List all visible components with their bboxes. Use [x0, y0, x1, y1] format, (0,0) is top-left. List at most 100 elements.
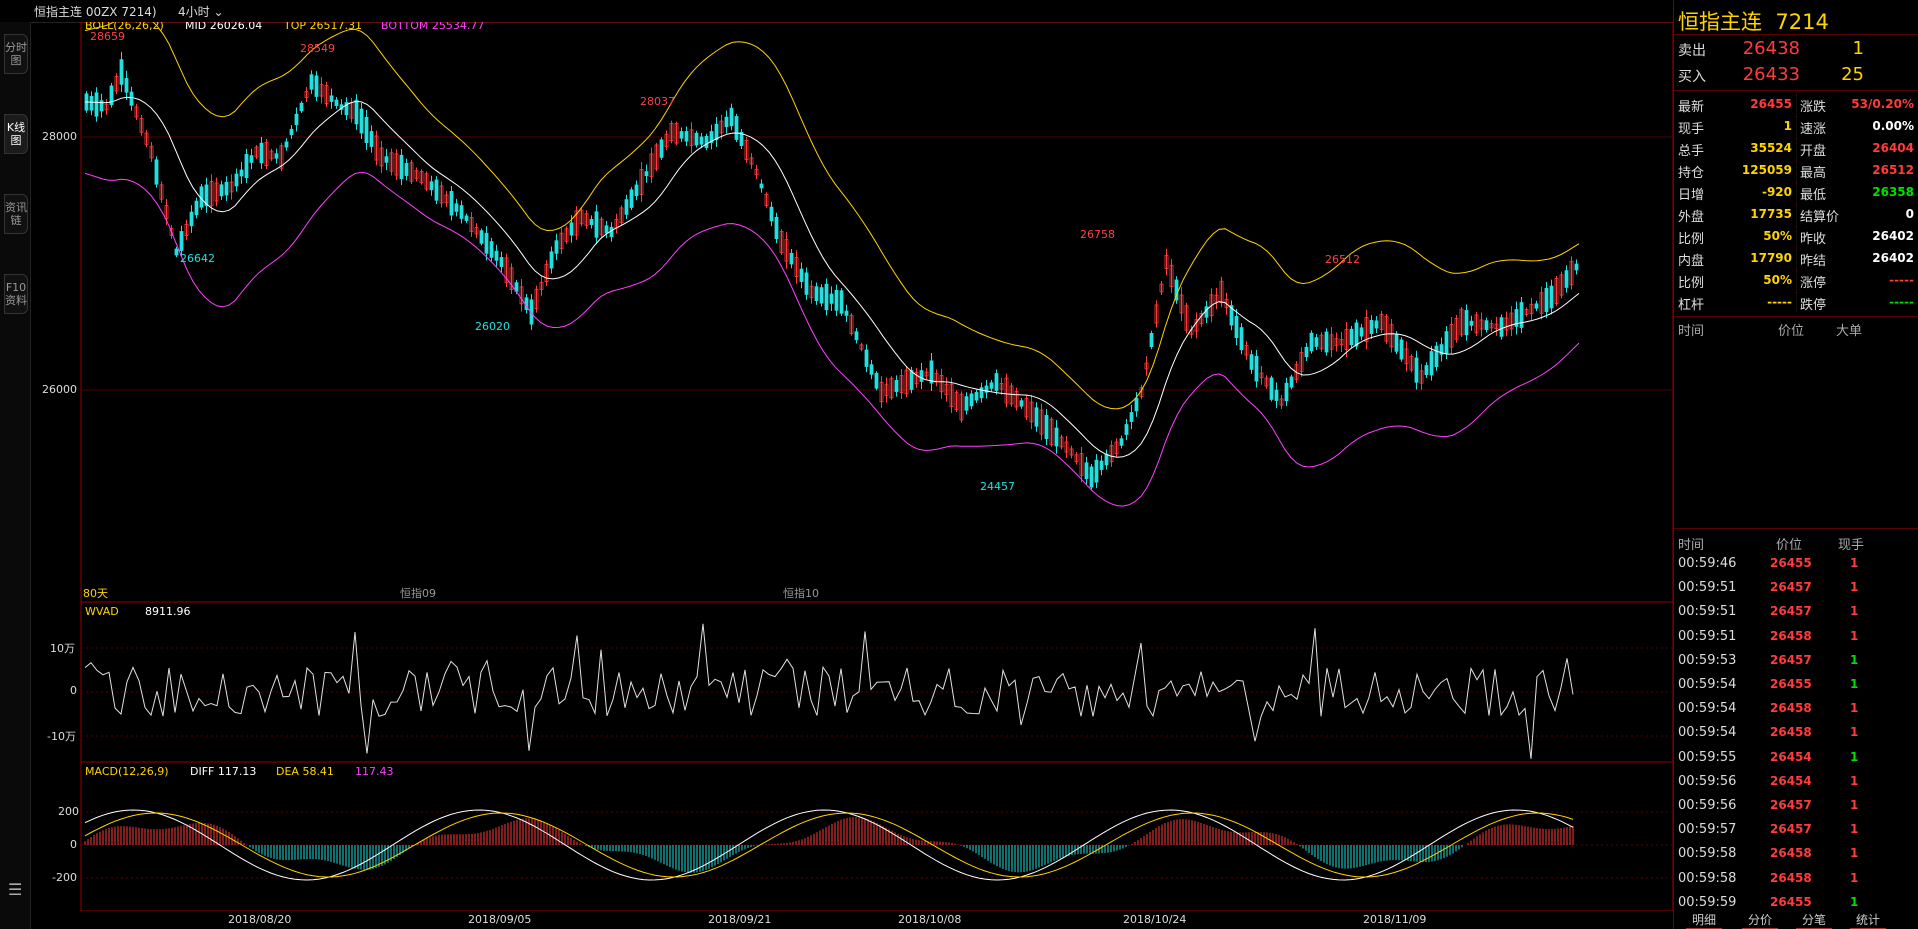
candle-body	[1344, 329, 1349, 350]
tick-price: 26455	[1770, 894, 1812, 909]
tick-time: 00:59:53	[1678, 652, 1737, 668]
stat-label: 最低	[1800, 188, 1827, 203]
candle-body	[934, 373, 939, 383]
candle-body	[1504, 317, 1509, 331]
candle-body	[1159, 283, 1164, 293]
y-tick-28000: 28000	[42, 130, 77, 143]
wvad-line	[84, 623, 1574, 759]
candle-body	[1249, 354, 1254, 370]
tab-statistics[interactable]: 统计	[1850, 911, 1887, 929]
stat-divider	[1796, 270, 1798, 292]
bid-qty: 25	[1841, 64, 1864, 85]
stat-value: 26402	[1872, 251, 1914, 265]
candle-body	[359, 108, 364, 134]
candle-body	[569, 222, 574, 236]
stat-label: 涨跌	[1800, 100, 1827, 115]
candle-body	[184, 224, 189, 236]
y-tick-macd-neg200: -200	[52, 871, 77, 884]
candle-body	[409, 162, 414, 182]
stat-label: 昨结	[1800, 254, 1827, 269]
stat-value: -----	[1889, 273, 1914, 287]
tick-price: 26454	[1770, 773, 1812, 788]
candle-body	[1519, 302, 1524, 328]
boll-indicator-name[interactable]: BOLL(26,26,2)	[85, 19, 164, 32]
candle-body	[1264, 377, 1269, 387]
tab-news[interactable]: 资讯链	[4, 194, 28, 234]
col-volume: 现手	[1838, 538, 1865, 553]
candle-body	[289, 128, 294, 136]
candle-body	[1004, 377, 1009, 404]
candle-body	[779, 231, 784, 253]
tick-qty: 1	[1850, 604, 1859, 619]
candle-body	[574, 210, 579, 236]
macd-diff-line	[84, 809, 1574, 881]
candle-body	[764, 194, 769, 206]
x-tick-date: 2018/09/05	[468, 913, 532, 926]
tab-f10[interactable]: F10资料	[4, 274, 28, 314]
ask-qty: 1	[1852, 38, 1864, 59]
candle-body	[684, 131, 689, 142]
stat-label: 现手	[1678, 122, 1705, 137]
candle-body	[989, 382, 994, 389]
candle-body	[579, 209, 584, 225]
candle-body	[844, 310, 849, 316]
macd-indicator-name[interactable]: MACD(12,26,9)	[85, 765, 169, 778]
stat-row: 持仓 125059 最高 26512	[1674, 160, 1918, 182]
candle-body	[839, 290, 844, 314]
y-tick-wvad-bottom: -10万	[47, 730, 76, 743]
tick-time: 00:59:51	[1678, 580, 1737, 596]
candle-body	[1209, 294, 1214, 317]
candle-body	[1334, 338, 1339, 346]
candle-body	[1284, 382, 1289, 402]
candle-body	[249, 155, 254, 163]
tab-intraday[interactable]: 分时图	[4, 34, 28, 74]
tick-row: 00:59:51 26457 1	[1674, 576, 1918, 600]
tab-price-distribution[interactable]: 分价	[1742, 911, 1779, 929]
tick-time: 00:59:51	[1678, 604, 1737, 620]
candle-body	[444, 194, 449, 204]
y-tick-wvad-zero: 0	[70, 684, 77, 697]
candle-body	[1119, 438, 1124, 446]
candle-body	[1479, 319, 1484, 330]
period-selector[interactable]: 4小时 ⌄	[178, 5, 224, 19]
tab-tick-by-tick[interactable]: 分笔	[1796, 911, 1833, 929]
kline-chart-svg[interactable]: 28659 28549 26642 26020 28037 24457 26758 26512…	[80, 13, 1674, 912]
candle-body	[1244, 345, 1249, 356]
candle-body	[204, 184, 209, 207]
candle-body	[1194, 319, 1199, 332]
candle-body	[824, 283, 829, 311]
tick-qty: 1	[1850, 556, 1859, 570]
tab-detail[interactable]: 明细	[1686, 911, 1723, 929]
tick-time: 00:59:56	[1678, 798, 1737, 813]
candle-body	[1109, 445, 1114, 463]
chart-area[interactable]: 28659 28549 26642 26020 28037 24457 26758 26512…	[80, 13, 1674, 912]
tick-price: 26458	[1770, 725, 1812, 740]
wvad-value: 8911.96	[145, 605, 191, 618]
y-tick-26000: 26000	[42, 383, 77, 396]
candle-body	[1014, 390, 1019, 408]
candle-body	[189, 211, 194, 227]
candle-body	[949, 383, 954, 407]
y-tick-macd-200: 200	[58, 805, 79, 818]
stat-label: 开盘	[1800, 144, 1827, 159]
candle-body	[699, 136, 704, 145]
candle-body	[849, 314, 854, 335]
panel-bottom-tabs: 明细 分价 分笔 统计	[1674, 909, 1918, 929]
candle-body	[294, 113, 299, 126]
candle-body	[254, 146, 259, 158]
candle-body	[964, 396, 969, 411]
wvad-indicator-name[interactable]: WVAD	[85, 605, 119, 618]
candle-body	[1364, 317, 1369, 342]
candle-body	[1164, 255, 1169, 269]
price-annotation: 28659	[90, 30, 125, 43]
candle-body	[329, 95, 334, 102]
stat-label: 结算价	[1800, 210, 1840, 225]
tick-row: 00:59:46 26455 1	[1674, 552, 1918, 576]
candle-body	[589, 219, 594, 225]
candle-body	[1549, 285, 1554, 309]
menu-icon[interactable]: ☰	[8, 880, 23, 899]
candle-body	[109, 85, 114, 106]
tick-row: 00:59:51 26457 1	[1674, 600, 1918, 624]
tab-kline[interactable]: K线图	[4, 114, 28, 154]
candle-body	[984, 385, 989, 393]
